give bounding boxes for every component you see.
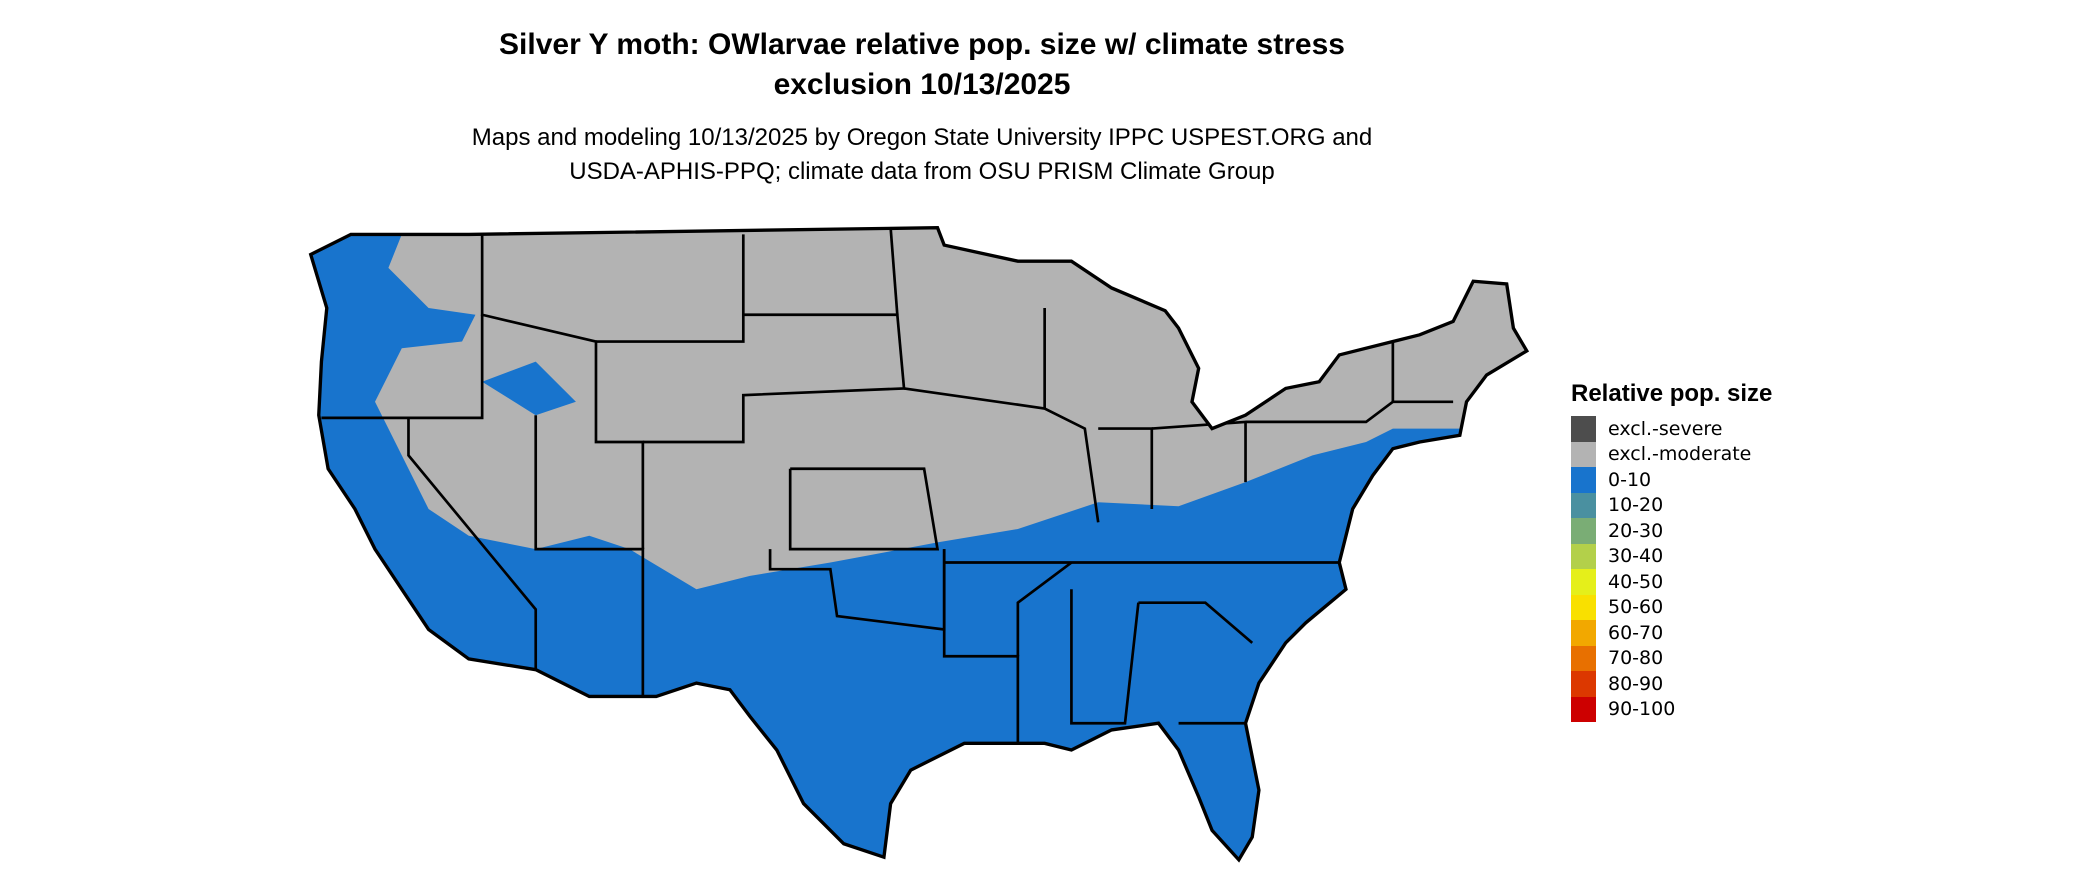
legend-swatch — [1571, 492, 1596, 518]
state-borders — [321, 227, 1454, 744]
legend-label: 80-90 — [1608, 672, 1664, 695]
legend-item: 20-30 — [1571, 518, 1772, 544]
legend-item: 10-20 — [1571, 492, 1772, 518]
legend-item: excl.-moderate — [1571, 441, 1772, 467]
legend-label: excl.-moderate — [1608, 443, 1752, 466]
legend-title: Relative pop. size — [1571, 380, 1773, 407]
subtitle-line2: USDA-APHIS-PPQ; climate data from OSU PR… — [569, 158, 1275, 185]
legend-swatch — [1571, 671, 1596, 697]
legend-label: 70-80 — [1608, 647, 1664, 670]
legend-swatch — [1571, 441, 1596, 467]
legend-item: 60-70 — [1571, 620, 1772, 646]
legend-label: 20-30 — [1608, 519, 1664, 542]
legend: Relative pop. size excl.-severe excl.-mod… — [1571, 380, 1772, 722]
suitable-0-10-patch — [482, 361, 576, 416]
legend-item: 90-100 — [1571, 696, 1772, 722]
map-title-line2: exclusion 10/13/2025 — [773, 68, 1071, 101]
legend-swatch — [1571, 645, 1596, 671]
legend-label: 90-100 — [1608, 698, 1676, 721]
subtitle-line1: Maps and modeling 10/13/2025 by Oregon S… — [471, 124, 1373, 151]
legend-swatch — [1571, 543, 1596, 569]
map-title-line1: Silver Y moth: OWlarvae relative pop. si… — [499, 28, 1345, 61]
legend-swatch — [1571, 467, 1596, 493]
legend-label: 40-50 — [1608, 570, 1664, 593]
legend-item: excl.-severe — [1571, 416, 1772, 442]
legend-label: 60-70 — [1608, 621, 1664, 644]
legend-item: 40-50 — [1571, 569, 1772, 595]
legend-item: 30-40 — [1571, 543, 1772, 569]
legend-swatch — [1571, 696, 1596, 722]
legend-swatch — [1571, 594, 1596, 620]
legend-swatch — [1571, 518, 1596, 544]
legend-label: 0-10 — [1608, 468, 1652, 491]
legend-item: 0-10 — [1571, 467, 1772, 493]
legend-item: 70-80 — [1571, 645, 1772, 671]
legend-swatch — [1571, 416, 1596, 442]
legend-item: 80-90 — [1571, 671, 1772, 697]
legend-swatch — [1571, 569, 1596, 595]
legend-label: 50-60 — [1608, 596, 1664, 619]
legend-label: excl.-severe — [1608, 417, 1723, 440]
legend-label: 10-20 — [1608, 494, 1664, 517]
legend-label: 30-40 — [1608, 545, 1664, 568]
legend-item: 50-60 — [1571, 594, 1772, 620]
legend-swatch — [1571, 620, 1596, 646]
